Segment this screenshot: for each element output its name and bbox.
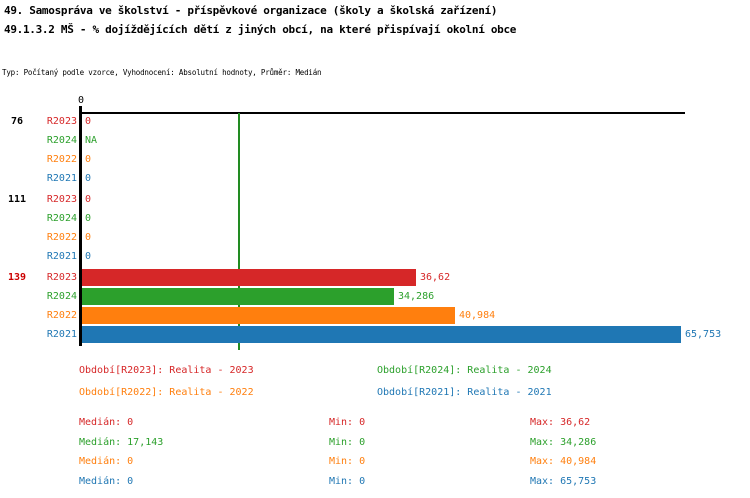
stat-min: Min: 0 bbox=[329, 417, 366, 428]
stat-max: Max: 40,984 bbox=[530, 456, 597, 467]
median-line bbox=[238, 113, 240, 350]
bar-r2023 bbox=[82, 269, 416, 286]
bar-value-label: 40,984 bbox=[459, 310, 496, 321]
legend-item-r2021: Období[R2021]: Realita - 2021 bbox=[377, 387, 552, 398]
value-label: 0 bbox=[85, 251, 92, 262]
y-axis-line bbox=[79, 106, 82, 346]
group-label-76: 76 bbox=[10, 116, 24, 127]
series-label-r2024: R2024 bbox=[46, 135, 77, 146]
bar-value-label: 34,286 bbox=[398, 291, 435, 302]
report-title-line2: 49.1.3.2 MŠ - % dojíždějících dětí z jin… bbox=[4, 23, 517, 36]
series-label-r2021: R2021 bbox=[46, 173, 77, 184]
chart-row: R2023 0 bbox=[0, 190, 750, 209]
x-axis-line bbox=[80, 112, 685, 114]
chart-row: R2023 36,62 bbox=[0, 268, 750, 287]
stat-median: Medián: 0 bbox=[79, 417, 134, 428]
bar-row: 34,286 bbox=[82, 288, 434, 305]
bar-row: 40,984 bbox=[82, 307, 495, 324]
bar-r2021 bbox=[82, 326, 681, 343]
value-label: 0 bbox=[85, 213, 92, 224]
stat-median: Medián: 0 bbox=[79, 476, 134, 487]
stats-row-r2024: Medián: 17,143 Min: 0 Max: 34,286 bbox=[0, 437, 750, 451]
chart-row: R2022 40,984 bbox=[0, 306, 750, 325]
series-label-r2022: R2022 bbox=[46, 154, 77, 165]
bar-r2022 bbox=[82, 307, 455, 324]
stats-row-r2021: Medián: 0 Min: 0 Max: 65,753 bbox=[0, 476, 750, 490]
chart-row: R2024 34,286 bbox=[0, 287, 750, 306]
chart-row: R2021 65,753 bbox=[0, 325, 750, 344]
bar-row: 65,753 bbox=[82, 326, 721, 343]
legend-item-r2024: Období[R2024]: Realita - 2024 bbox=[377, 365, 552, 376]
group-label-111: 111 bbox=[7, 194, 27, 205]
stat-min: Min: 0 bbox=[329, 437, 366, 448]
chart-row: R2021 0 bbox=[0, 169, 750, 188]
legend-item-r2022: Období[R2022]: Realita - 2022 bbox=[79, 387, 254, 398]
value-label: NA bbox=[85, 135, 98, 146]
stat-median: Medián: 17,143 bbox=[79, 437, 164, 448]
series-label-r2023: R2023 bbox=[46, 116, 77, 127]
stat-max: Max: 65,753 bbox=[530, 476, 597, 487]
bar-r2024 bbox=[82, 288, 394, 305]
stat-max: Max: 36,62 bbox=[530, 417, 591, 428]
chart-row: R2022 0 bbox=[0, 150, 750, 169]
legend-item-r2023: Období[R2023]: Realita - 2023 bbox=[79, 365, 254, 376]
series-label-r2023: R2023 bbox=[46, 194, 77, 205]
x-axis-tick-zero: 0 bbox=[77, 95, 85, 106]
series-label-r2021: R2021 bbox=[46, 251, 77, 262]
value-label: 0 bbox=[85, 154, 92, 165]
bar-chart: 0 76 111 139 R2023 0 R2024 NA R2022 0 R2… bbox=[0, 95, 750, 350]
stat-min: Min: 0 bbox=[329, 476, 366, 487]
stats-row-r2023: Medián: 0 Min: 0 Max: 36,62 bbox=[0, 417, 750, 431]
chart-row: R2022 0 bbox=[0, 228, 750, 247]
value-label: 0 bbox=[85, 173, 92, 184]
report-title-line1: 49. Samospráva ve školství - příspěvkové… bbox=[4, 4, 498, 17]
stat-median: Medián: 0 bbox=[79, 456, 134, 467]
chart-row: R2024 NA bbox=[0, 131, 750, 150]
chart-row: R2024 0 bbox=[0, 209, 750, 228]
series-label-r2021: R2021 bbox=[46, 329, 77, 340]
series-label-r2022: R2022 bbox=[46, 232, 77, 243]
bar-row: 36,62 bbox=[82, 269, 450, 286]
series-label-r2024: R2024 bbox=[46, 213, 77, 224]
stat-min: Min: 0 bbox=[329, 456, 366, 467]
group-label-139: 139 bbox=[7, 272, 27, 283]
chart-row: R2023 0 bbox=[0, 112, 750, 131]
value-label: 0 bbox=[85, 232, 92, 243]
series-label-r2022: R2022 bbox=[46, 310, 77, 321]
stat-max: Max: 34,286 bbox=[530, 437, 597, 448]
value-label: 0 bbox=[85, 116, 92, 127]
bar-value-label: 65,753 bbox=[685, 329, 722, 340]
series-label-r2023: R2023 bbox=[46, 272, 77, 283]
report-meta-line: Typ: Počítaný podle vzorce, Vyhodnocení:… bbox=[2, 68, 322, 77]
bar-value-label: 36,62 bbox=[420, 272, 451, 283]
stats-row-r2022: Medián: 0 Min: 0 Max: 40,984 bbox=[0, 456, 750, 470]
chart-row: R2021 0 bbox=[0, 247, 750, 266]
value-label: 0 bbox=[85, 194, 92, 205]
series-label-r2024: R2024 bbox=[46, 291, 77, 302]
